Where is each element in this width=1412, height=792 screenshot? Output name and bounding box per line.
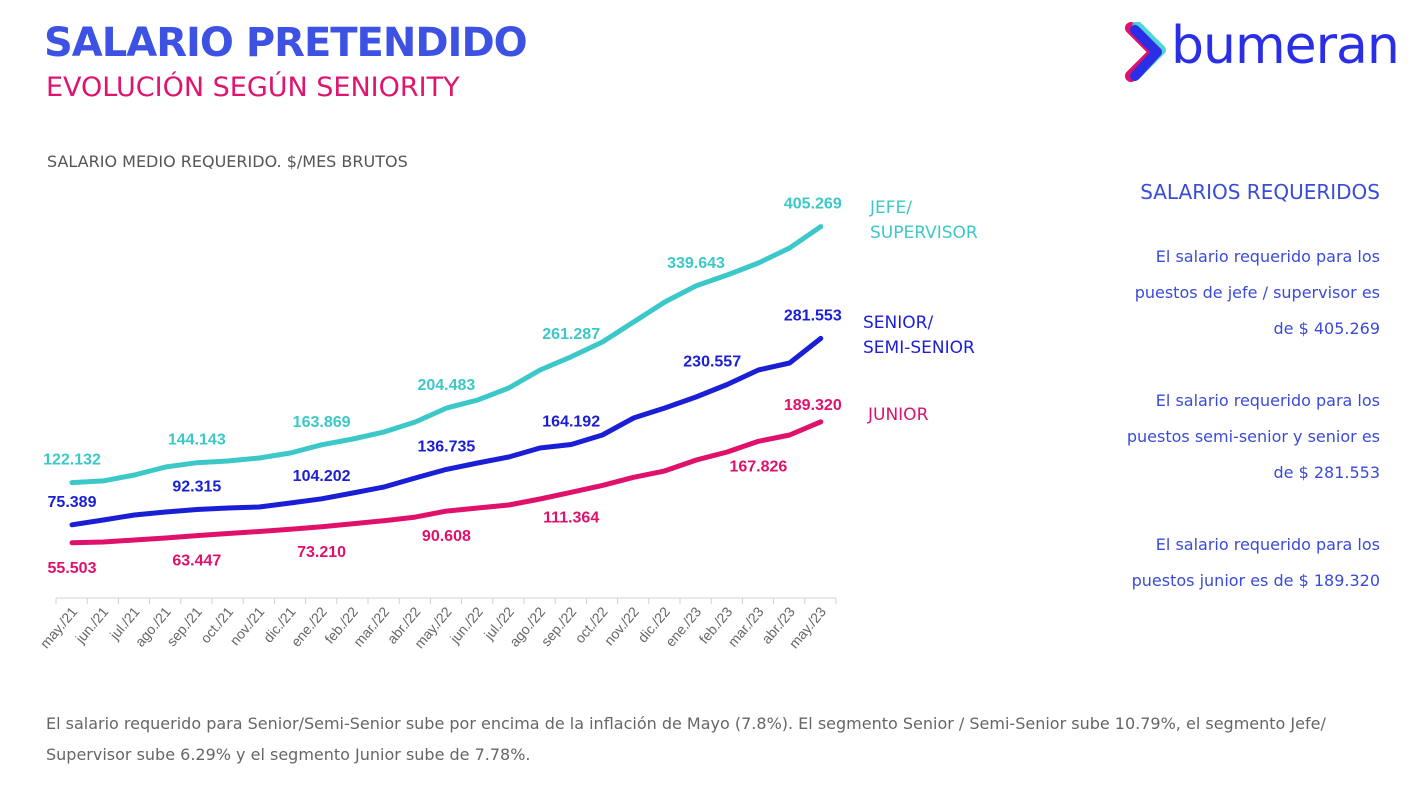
data-label-junior: 189.320 [784, 397, 842, 414]
data-label-junior: 55.503 [48, 560, 97, 577]
x-tick-label: jun./21 [72, 603, 112, 646]
data-label-senior: 136.735 [417, 438, 475, 455]
data-label-senior: 230.557 [683, 354, 741, 371]
side-paragraph-jefe: El salario requerido para los puestos de… [1060, 239, 1380, 347]
data-label-senior: 92.315 [172, 479, 221, 496]
x-tick-label: may./21 [37, 603, 81, 651]
series-line-jefe [69, 224, 824, 486]
side-panel-title: SALARIOS REQUERIDOS [1140, 180, 1380, 204]
data-label-senior: 281.553 [784, 307, 842, 324]
series-name-jefe: JEFE/ SUPERVISOR [870, 196, 978, 246]
data-label-junior: 90.608 [422, 528, 471, 545]
series-name-line: SUPERVISOR [870, 223, 978, 243]
data-label-jefe: 144.143 [168, 432, 226, 449]
data-label-junior: 111.364 [543, 509, 599, 526]
data-label-jefe: 405.269 [784, 196, 842, 213]
page-title: SALARIO PRETENDIDO [44, 20, 528, 66]
data-label-jefe: 339.643 [667, 255, 725, 272]
data-label-senior: 104.202 [293, 468, 351, 485]
side-line: puestos junior es de $ 189.320 [1131, 571, 1380, 590]
side-line: puestos semi-senior y senior es [1126, 427, 1380, 446]
logo-wordmark: bumeran [1171, 16, 1400, 76]
x-tick-label: jun./22 [446, 603, 486, 646]
series-name-line: JUNIOR [868, 405, 929, 425]
side-line: El salario requerido para los [1155, 535, 1380, 554]
side-paragraph-junior: El salario requerido para los puestos ju… [1060, 527, 1380, 599]
data-label-jefe: 122.132 [43, 452, 101, 469]
data-label-jefe: 261.287 [542, 326, 600, 343]
side-line: puestos de jefe / supervisor es [1134, 283, 1380, 302]
data-label-junior: 73.210 [297, 544, 346, 561]
side-paragraph-senior: El salario requerido para los puestos se… [1060, 383, 1380, 491]
chevron-logo-icon [1125, 21, 1166, 82]
side-line: de $ 405.269 [1273, 319, 1380, 338]
data-label-senior: 164.192 [542, 414, 600, 431]
data-label-junior: 63.447 [172, 553, 221, 570]
bumeran-logo: bumeran [1125, 16, 1400, 84]
side-line: El salario requerido para los [1155, 247, 1380, 266]
series-name-line: SEMI-SENIOR [863, 338, 975, 358]
series-name-line: JEFE/ [870, 198, 913, 218]
series-name-junior: JUNIOR [868, 403, 928, 428]
series-line-junior [69, 419, 824, 546]
data-label-jefe: 204.483 [417, 377, 475, 394]
footer-note: El salario requerido para Senior/Semi-Se… [46, 714, 1326, 764]
data-label-senior: 75.389 [48, 494, 97, 511]
x-tick-label: nov./22 [601, 603, 642, 648]
side-line: de $ 281.553 [1273, 463, 1380, 482]
page-subtitle: EVOLUCIÓN SEGÚN SENIORITY [46, 72, 460, 103]
x-tick-label: nov./21 [226, 603, 267, 648]
series-name-senior: SENIOR/ SEMI-SENIOR [863, 311, 975, 361]
data-label-junior: 167.826 [729, 458, 787, 475]
data-label-jefe: 163.869 [293, 414, 351, 431]
side-line: El salario requerido para los [1155, 391, 1380, 410]
chart-title: SALARIO MEDIO REQUERIDO. $/MES BRUTOS [47, 152, 408, 171]
series-name-line: SENIOR/ [863, 313, 934, 333]
series-line-senior [69, 335, 824, 528]
